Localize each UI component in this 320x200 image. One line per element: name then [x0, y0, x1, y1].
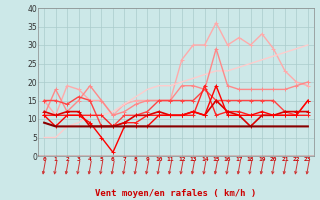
Text: Vent moyen/en rafales ( km/h ): Vent moyen/en rafales ( km/h ) — [95, 189, 257, 198]
